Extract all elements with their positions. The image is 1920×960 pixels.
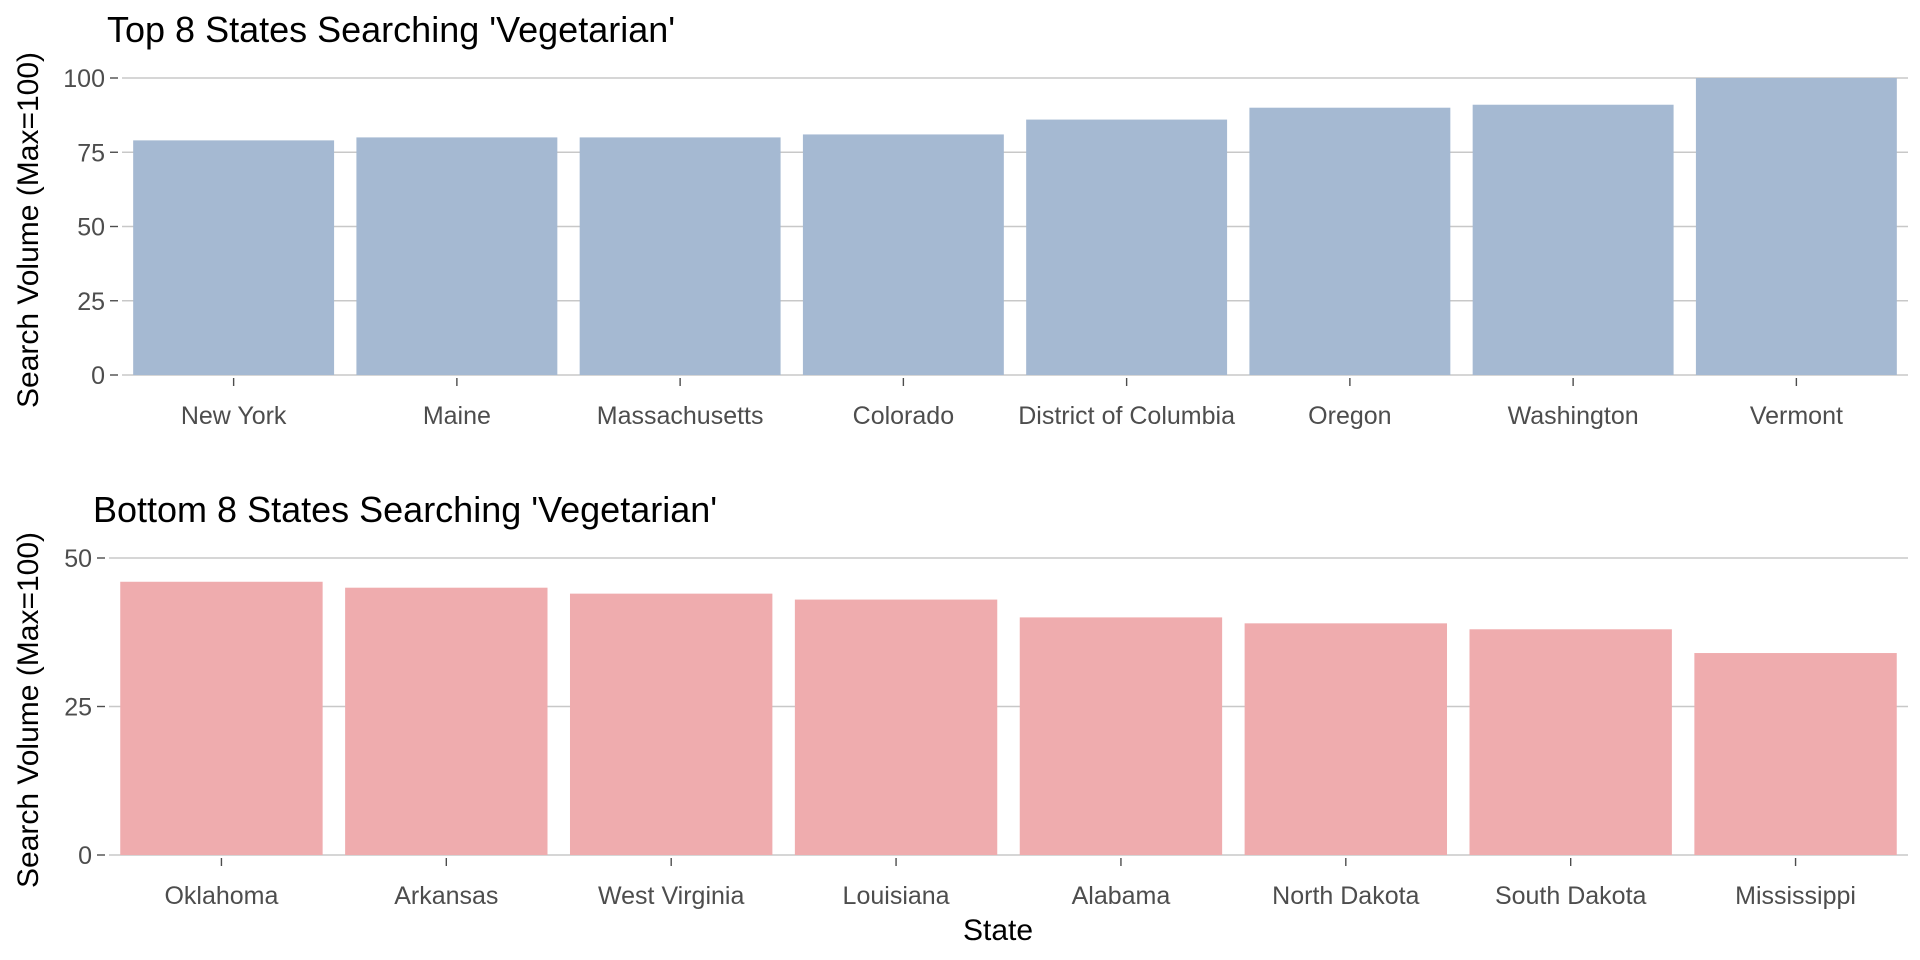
bottom-x-ticks: Oklahoma Arkansas West Virginia Louisiana Al…: [164, 858, 1856, 910]
top-y-tick-label: 100: [63, 65, 105, 93]
bottom-x-tick-label: Louisiana: [843, 882, 950, 910]
top-x-tick-label: Vermont: [1750, 402, 1843, 430]
top-bar: [1472, 104, 1674, 375]
bottom-bar: [345, 587, 548, 855]
bottom-y-tick-label: 25: [64, 694, 92, 722]
top-bar: [1695, 78, 1897, 375]
bottom-bar: [794, 599, 998, 855]
bottom-x-tick-label: Alabama: [1072, 882, 1171, 910]
top-chart-title: Top 8 States Searching 'Vegetarian': [107, 9, 675, 50]
top-bar: [133, 140, 335, 375]
top-bar: [356, 137, 558, 375]
bottom-bar: [1019, 617, 1223, 855]
bottom-y-tick-label: 0: [78, 842, 92, 870]
top-y-tick-label: 50: [77, 214, 105, 242]
bottom-states-panel: Bottom 8 States Searching 'Vegetarian' S…: [12, 489, 1908, 947]
top-bar: [1026, 119, 1228, 375]
bottom-y-axis-label: Search Volume (Max=100): [12, 532, 45, 888]
top-x-tick-label: New York: [181, 402, 287, 430]
top-x-tick-label: Oregon: [1308, 402, 1391, 430]
top-y-tick-label: 25: [77, 288, 105, 316]
top-x-ticks: New York Maine Massachusetts Colorado Distri…: [181, 378, 1843, 430]
top-y-tick-label: 0: [91, 362, 105, 390]
bottom-bars: [120, 581, 1897, 855]
bottom-y-tick-label: 50: [64, 545, 92, 573]
top-y-ticks: 0 25 50 75 100: [63, 65, 118, 390]
top-bar: [1249, 107, 1451, 375]
bottom-x-tick-label: North Dakota: [1272, 882, 1419, 910]
bottom-bar: [1244, 623, 1448, 855]
top-x-tick-label: Maine: [423, 402, 491, 430]
top-x-tick-label: Colorado: [853, 402, 954, 430]
top-x-tick-label: Massachusetts: [597, 402, 764, 430]
top-y-axis-label: Search Volume (Max=100): [12, 52, 45, 408]
bottom-x-tick-label: Mississippi: [1735, 882, 1856, 910]
top-bar: [579, 137, 781, 375]
bottom-x-axis-label: State: [963, 914, 1033, 947]
top-bar: [802, 134, 1004, 375]
top-bars: [133, 78, 1897, 375]
top-y-tick-label: 75: [77, 139, 105, 167]
bottom-bar: [120, 581, 323, 855]
bottom-x-tick-label: West Virginia: [598, 882, 744, 910]
bottom-bar: [1469, 629, 1672, 855]
bottom-x-tick-label: Arkansas: [394, 882, 498, 910]
bottom-bar: [1694, 653, 1897, 855]
bottom-x-tick-label: South Dakota: [1495, 882, 1647, 910]
top-x-tick-label: Washington: [1508, 402, 1639, 430]
bottom-chart-title: Bottom 8 States Searching 'Vegetarian': [93, 489, 717, 530]
top-states-panel: Top 8 States Searching 'Vegetarian' Sear…: [12, 9, 1908, 430]
top-x-tick-label: District of Columbia: [1018, 402, 1235, 430]
bottom-y-ticks: 0 25 50: [64, 545, 105, 870]
bottom-bar: [569, 593, 773, 855]
bottom-x-tick-label: Oklahoma: [164, 882, 278, 910]
